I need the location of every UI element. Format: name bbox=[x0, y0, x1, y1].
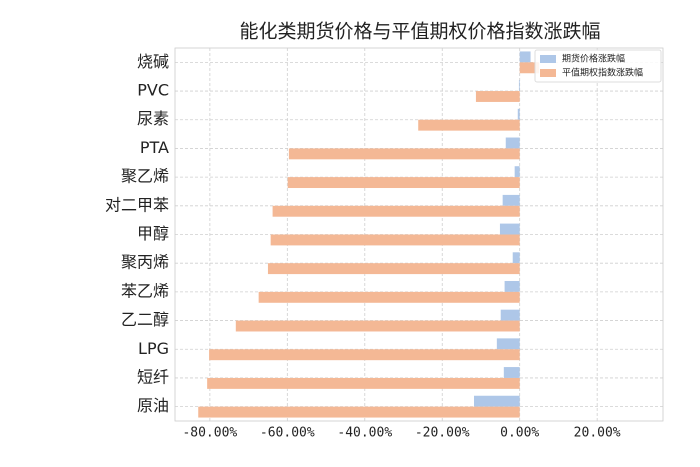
bar bbox=[258, 291, 520, 303]
chart-title: 能化类期货价格与平值期权价格指数涨跌幅 bbox=[239, 21, 600, 43]
y-tick-label: 甲醇 bbox=[137, 224, 169, 243]
bar bbox=[418, 119, 520, 131]
legend-box bbox=[534, 49, 662, 83]
bar bbox=[499, 223, 520, 235]
legend-swatch bbox=[540, 55, 556, 63]
bar bbox=[207, 377, 520, 389]
bar bbox=[270, 234, 520, 246]
legend-swatch bbox=[540, 69, 556, 77]
bar bbox=[503, 367, 520, 378]
plot-frame bbox=[174, 47, 664, 422]
y-tick-label: 聚乙烯 bbox=[121, 167, 169, 186]
y-tick-label: 原油 bbox=[137, 396, 169, 415]
bar bbox=[235, 320, 520, 332]
y-tick-label: 苯乙烯 bbox=[121, 281, 169, 300]
bar bbox=[198, 406, 520, 418]
x-tick-label: -40.00% bbox=[337, 426, 392, 441]
legend-label: 平值期权指数涨跌幅 bbox=[562, 67, 643, 79]
x-tick-label: -80.00% bbox=[182, 426, 237, 441]
bar bbox=[272, 205, 520, 217]
y-tick-label: LPG bbox=[138, 339, 169, 358]
bar bbox=[517, 108, 520, 120]
bar bbox=[518, 80, 520, 92]
bar bbox=[519, 51, 531, 63]
bar bbox=[209, 349, 520, 361]
bar bbox=[288, 148, 520, 160]
x-tick-label: 20.00% bbox=[574, 426, 621, 441]
bar bbox=[473, 395, 520, 407]
bar bbox=[512, 252, 520, 264]
bar bbox=[475, 91, 520, 102]
bar bbox=[514, 166, 520, 178]
y-tick-label: 烧碱 bbox=[137, 52, 169, 71]
x-tick-label: -20.00% bbox=[415, 426, 470, 441]
y-tick-label: PTA bbox=[140, 138, 169, 157]
y-tick-label: 乙二醇 bbox=[121, 310, 169, 329]
y-tick-label: 对二甲苯 bbox=[105, 195, 169, 214]
bar bbox=[267, 263, 520, 275]
y-tick-label: 聚丙烯 bbox=[121, 253, 169, 272]
bar bbox=[287, 177, 520, 189]
y-tick-label: PVC bbox=[137, 81, 169, 100]
legend-label: 期货价格涨跌幅 bbox=[562, 53, 625, 65]
bar bbox=[500, 309, 520, 321]
bar bbox=[496, 338, 520, 350]
x-tick-label: 0.00% bbox=[500, 426, 539, 441]
y-tick-label: 尿素 bbox=[137, 109, 169, 128]
bar bbox=[505, 137, 520, 149]
bar bbox=[504, 280, 520, 292]
bar bbox=[502, 194, 520, 206]
y-tick-label: 短纤 bbox=[137, 367, 169, 386]
bar bbox=[519, 62, 540, 74]
x-tick-label: -60.00% bbox=[260, 426, 315, 441]
